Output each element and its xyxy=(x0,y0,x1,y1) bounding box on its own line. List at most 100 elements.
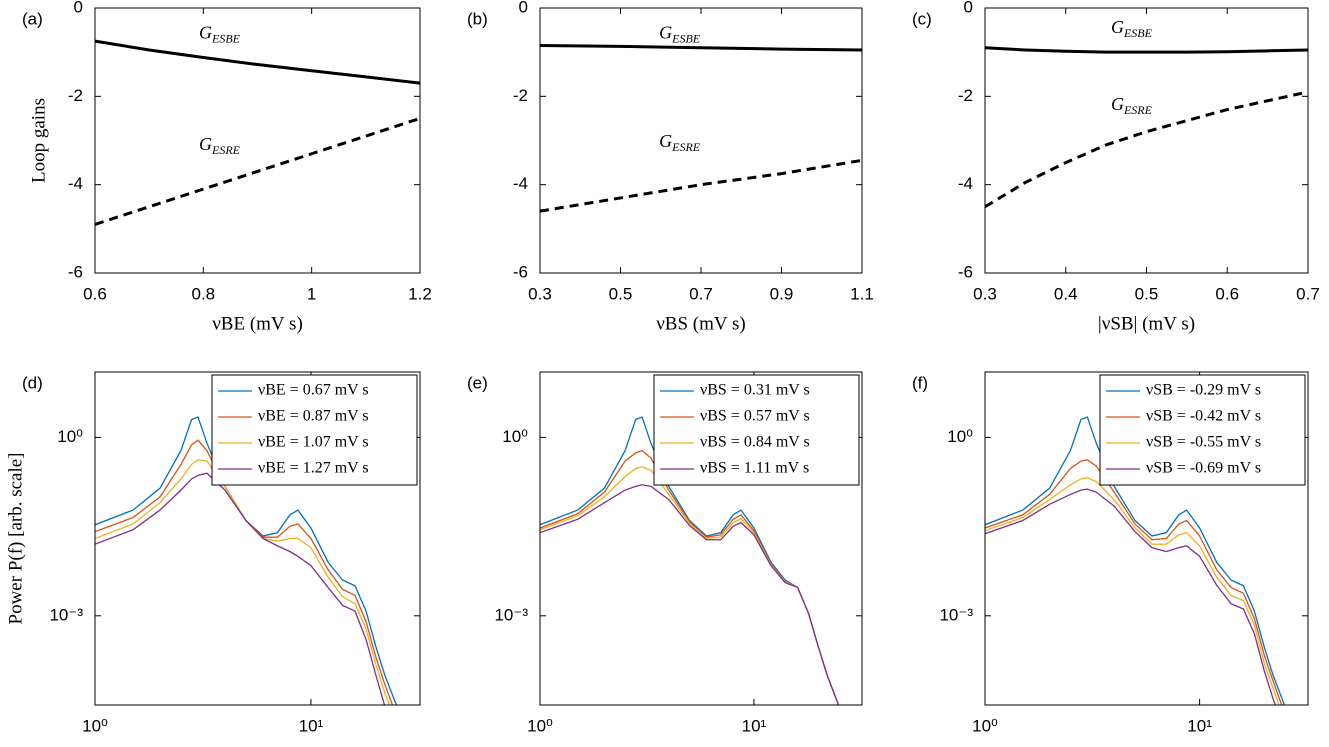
annotation-main: G xyxy=(199,23,212,43)
legend-label: νBE = 0.67 mV s xyxy=(258,382,369,399)
x-axis-label: νBS (mV s) xyxy=(656,313,746,334)
y-tick-label: 10⁰ xyxy=(57,427,83,446)
legend-label: νBS = 1.11 mV s xyxy=(700,460,809,477)
line xyxy=(985,477,1280,705)
annotation-subscript: ESRE xyxy=(671,140,701,154)
series-group xyxy=(540,416,840,705)
x-tick-label: 0.6 xyxy=(1215,284,1239,303)
x-axis-label: Frequency (Hz) xyxy=(198,745,318,747)
x-tick-label: 0.7 xyxy=(1296,284,1320,303)
axes-box xyxy=(539,371,863,706)
annotation-subscript: ESBE xyxy=(211,31,241,45)
line xyxy=(540,158,862,213)
x-tick-label: 0.7 xyxy=(689,284,713,303)
y-tick-label: -6 xyxy=(513,262,528,281)
annotation-subscript: ESBE xyxy=(671,31,701,45)
legend-label: νSB = -0.42 mV s xyxy=(1146,408,1261,425)
y-tick-label: 0 xyxy=(519,0,528,16)
legend-label: νBS = 0.84 mV s xyxy=(700,434,810,451)
y-axis-label: Power P(f) [arb. scale] xyxy=(5,453,26,625)
line xyxy=(985,416,1286,705)
x-tick-label: 10⁰ xyxy=(527,716,553,735)
annotation: GESBE xyxy=(199,23,241,46)
series-group xyxy=(540,44,862,213)
annotation-main: G xyxy=(1111,17,1124,37)
y-tick-label: 10⁻³ xyxy=(49,605,83,624)
x-tick-label: 0.5 xyxy=(609,284,633,303)
axes-box xyxy=(984,7,1309,274)
annotation: GESRE xyxy=(199,134,241,157)
x-tick-label: 10⁰ xyxy=(972,716,998,735)
x-tick-label: 1 xyxy=(307,284,316,303)
panel-label: (d) xyxy=(22,373,43,392)
x-tick-label: 0.9 xyxy=(770,284,794,303)
y-tick-label: 10⁻³ xyxy=(494,605,528,624)
y-tick-label: 10⁰ xyxy=(502,427,528,446)
annotation-subscript: ESRE xyxy=(211,143,241,157)
x-tick-label: 10⁰ xyxy=(82,716,108,735)
line xyxy=(95,472,386,705)
annotation-main: G xyxy=(1111,94,1124,114)
plot-area xyxy=(95,8,420,273)
annotation-main: G xyxy=(199,134,212,154)
x-tick-label: 0.3 xyxy=(973,284,997,303)
legend-label: νBE = 1.07 mV s xyxy=(258,434,369,451)
legend-box xyxy=(1099,374,1306,486)
y-tick-label: -4 xyxy=(68,174,83,193)
x-tick-label: 1.1 xyxy=(850,284,874,303)
line xyxy=(985,488,1277,705)
line xyxy=(985,90,1308,209)
series-group xyxy=(985,416,1286,705)
panel-label: (c) xyxy=(912,9,932,28)
x-tick-label: 0.3 xyxy=(528,284,552,303)
line xyxy=(95,439,394,705)
x-tick-label: 0.6 xyxy=(83,284,107,303)
x-axis-label: |νSB| (mV s) xyxy=(1098,313,1195,334)
x-tick-label: 10¹ xyxy=(1187,716,1212,735)
axes-box xyxy=(94,371,421,706)
x-tick-label: 10¹ xyxy=(299,716,324,735)
axes-box xyxy=(539,7,863,274)
plot-area xyxy=(540,8,862,273)
y-tick-label: -4 xyxy=(958,174,973,193)
x-axis-label: νBE (mV s) xyxy=(212,313,303,334)
panel-label: (f) xyxy=(912,373,928,392)
axes-box xyxy=(94,7,421,274)
line xyxy=(95,416,398,705)
annotation: GESBE xyxy=(659,23,701,46)
annotation: GESBE xyxy=(1111,17,1153,40)
x-axis-label: Frequency (Hz) xyxy=(641,745,761,747)
line xyxy=(95,459,391,705)
line xyxy=(95,116,420,226)
annotation-subscript: ESRE xyxy=(1123,103,1153,117)
line xyxy=(985,46,1308,54)
line xyxy=(540,484,840,705)
line xyxy=(95,39,420,85)
annotation-main: G xyxy=(659,23,672,43)
legend-label: νBS = 0.31 mV s xyxy=(700,382,810,399)
annotation: GESRE xyxy=(1111,94,1153,117)
panel-label: (e) xyxy=(467,373,488,392)
legend-label: νSB = -0.29 mV s xyxy=(1146,382,1261,399)
y-tick-label: -2 xyxy=(958,86,973,105)
annotation-main: G xyxy=(659,131,672,151)
panel-label: (a) xyxy=(22,9,43,28)
x-tick-label: 10¹ xyxy=(742,716,767,735)
legend-box xyxy=(211,374,418,486)
plot-area xyxy=(985,8,1308,273)
legend-label: νSB = -0.69 mV s xyxy=(1146,460,1261,477)
x-tick-label: 0.4 xyxy=(1054,284,1078,303)
legend-label: νBE = 0.87 mV s xyxy=(258,408,369,425)
series-group xyxy=(95,39,420,226)
y-tick-label: 10⁻³ xyxy=(939,605,973,624)
x-tick-label: 0.8 xyxy=(192,284,216,303)
legend-label: νSB = -0.55 mV s xyxy=(1146,434,1261,451)
x-axis-label: Frequency (Hz) xyxy=(1087,745,1207,747)
y-axis-label: Loop gains xyxy=(28,98,49,183)
annotation: GESRE xyxy=(659,131,701,154)
legend-label: νBE = 1.27 mV s xyxy=(258,460,369,477)
x-tick-label: 0.5 xyxy=(1135,284,1159,303)
y-tick-label: 0 xyxy=(74,0,83,16)
y-tick-label: 0 xyxy=(964,0,973,16)
